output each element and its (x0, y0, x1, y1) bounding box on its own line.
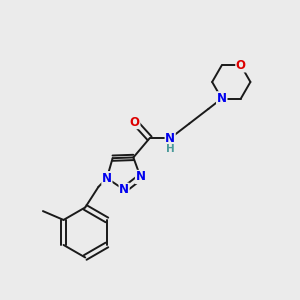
Text: O: O (236, 59, 246, 72)
Text: N: N (136, 170, 146, 184)
Text: N: N (165, 132, 175, 145)
Text: N: N (119, 183, 129, 196)
Text: H: H (167, 144, 175, 154)
Text: N: N (217, 92, 227, 105)
Text: N: N (102, 172, 112, 184)
Text: O: O (130, 116, 140, 129)
Text: N: N (217, 92, 227, 105)
